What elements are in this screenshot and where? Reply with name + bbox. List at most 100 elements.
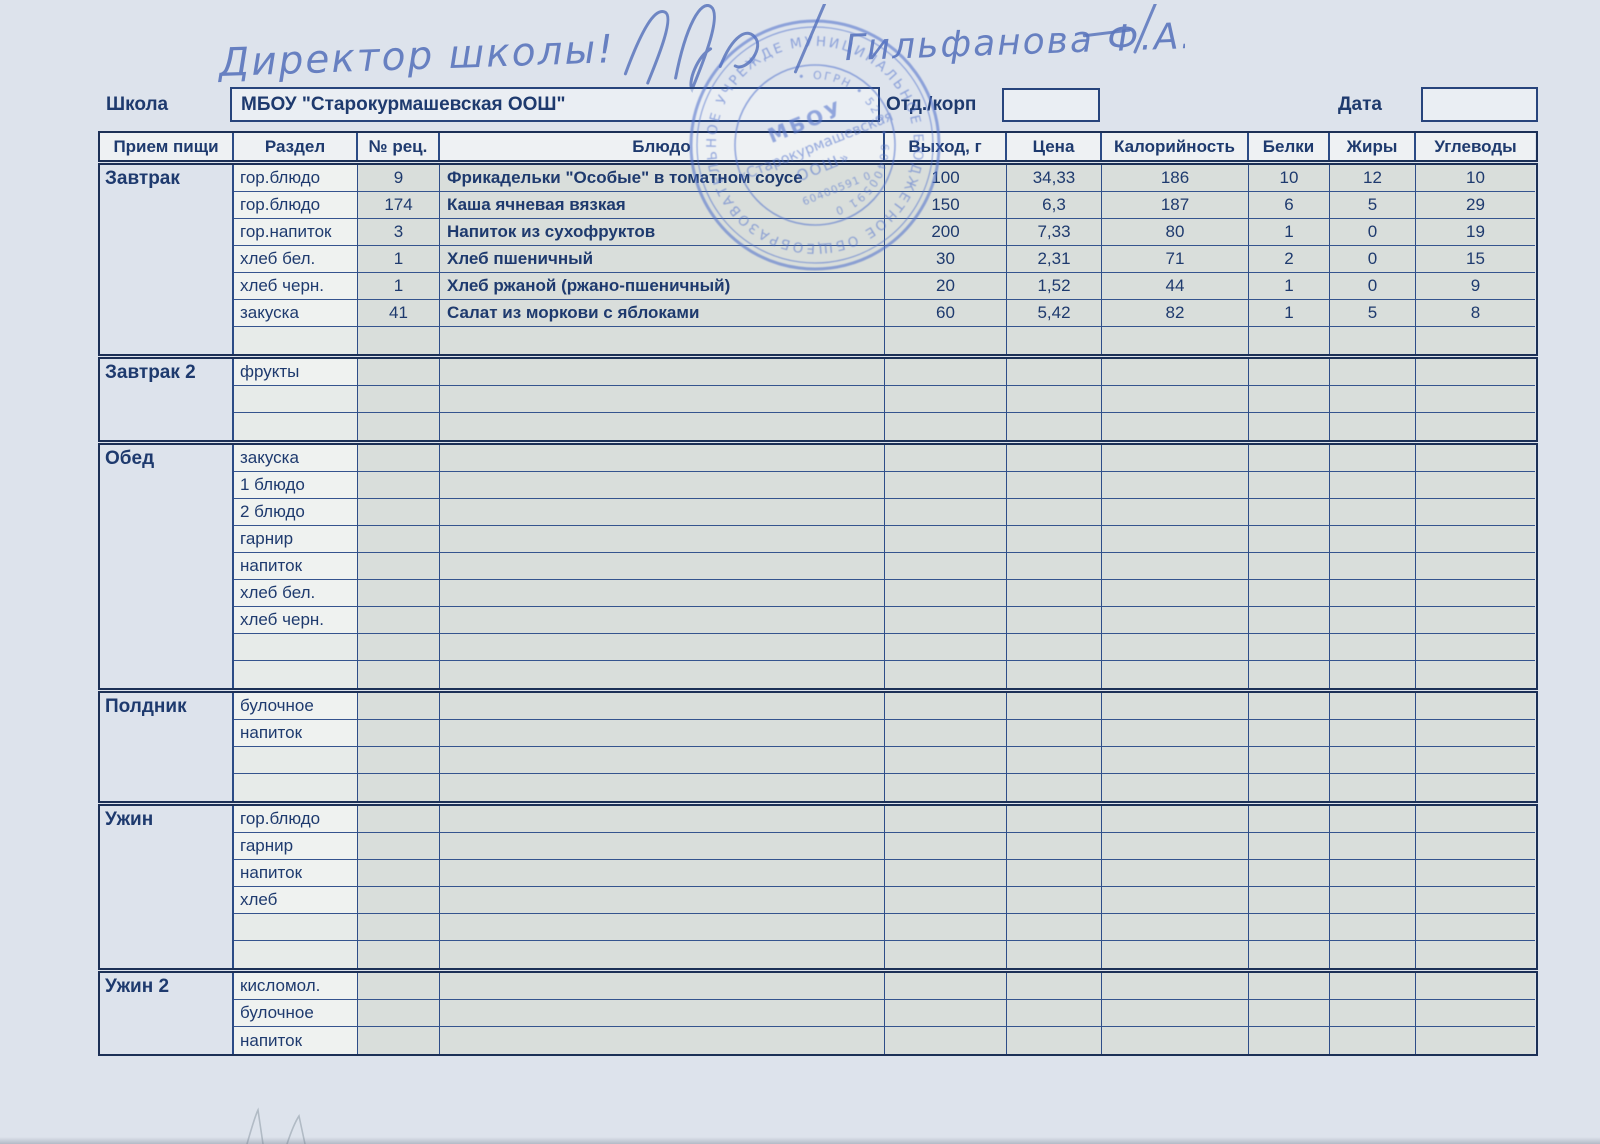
recipe-no-cell [358,806,440,833]
protein-cell [1249,607,1330,634]
recipe-no-cell [358,526,440,553]
output-g-cell [885,774,1007,801]
kcal-cell [1102,553,1249,580]
razdel-cell: хлеб черн. [234,607,358,634]
carbs-cell [1416,1027,1535,1054]
output-g-cell [885,634,1007,661]
recipe-no-cell [358,720,440,747]
protein-cell [1249,580,1330,607]
output-g-cell: 20 [885,273,1007,300]
price-cell [1007,914,1102,941]
output-g-cell: 100 [885,165,1007,192]
fat-cell: 0 [1330,273,1416,300]
fat-cell [1330,386,1416,413]
recipe-no-cell: 9 [358,165,440,192]
price-cell [1007,720,1102,747]
carbs-cell [1416,553,1535,580]
carbs-cell [1416,747,1535,774]
razdel-cell: кисломол. [234,973,358,1000]
carbs-cell [1416,833,1535,860]
razdel-cell: гор.блюдо [234,806,358,833]
price-cell [1007,661,1102,688]
protein-cell [1249,860,1330,887]
signature-flourish [623,4,1161,94]
fat-cell [1330,860,1416,887]
kcal-cell [1102,359,1249,386]
price-cell [1007,634,1102,661]
razdel-cell: 2 блюдо [234,499,358,526]
meal-label: Обед [100,445,234,688]
col-header-8: Жиры [1330,133,1416,160]
carbs-cell [1416,860,1535,887]
protein-cell [1249,472,1330,499]
razdel-cell: хлеб бел. [234,246,358,273]
protein-cell [1249,941,1330,968]
fat-cell [1330,472,1416,499]
protein-cell [1249,747,1330,774]
meal-section: Ужин гор.блюдо гарнир напиток хлеб [98,804,1538,970]
protein-cell [1249,914,1330,941]
carbs-cell [1416,774,1535,801]
carbs-cell [1416,472,1535,499]
razdel-cell: хлеб черн. [234,273,358,300]
kcal-cell [1102,860,1249,887]
razdel-cell: напиток [234,553,358,580]
protein-cell [1249,973,1330,1000]
kcal-cell [1102,526,1249,553]
fat-cell [1330,661,1416,688]
dish-cell [440,359,885,386]
kcal-cell [1102,634,1249,661]
recipe-no-cell: 3 [358,219,440,246]
price-cell [1007,806,1102,833]
kcal-cell [1102,327,1249,354]
razdel-cell: хлеб бел. [234,580,358,607]
school-label: Школа [106,94,169,115]
dish-cell [440,806,885,833]
razdel-cell [234,386,358,413]
meal-section: Ужин 2 кисломол. булочное напиток [98,971,1538,1056]
date-label: Дата [1338,94,1382,115]
dish-cell [440,661,885,688]
razdel-cell: закуска [234,300,358,327]
fat-cell [1330,580,1416,607]
output-g-cell [885,359,1007,386]
table-header-row: Прием пищи Раздел № рец. Блюдо Выход, г Цена К… [98,131,1538,162]
dish-cell [440,747,885,774]
kcal-cell [1102,693,1249,720]
fat-cell [1330,634,1416,661]
recipe-no-cell [358,887,440,914]
col-header-3: Блюдо [440,133,885,160]
date-input-box [1421,87,1538,122]
razdel-cell: гарнир [234,526,358,553]
price-cell [1007,1000,1102,1027]
output-g-cell [885,693,1007,720]
protein-cell [1249,693,1330,720]
kcal-cell [1102,472,1249,499]
menu-table: Прием пищи Раздел № рец. Блюдо Выход, г Цена К… [98,131,1538,1057]
protein-cell [1249,386,1330,413]
carbs-cell [1416,720,1535,747]
output-g-cell: 60 [885,300,1007,327]
price-cell [1007,693,1102,720]
price-cell [1007,941,1102,968]
kcal-cell [1102,1027,1249,1054]
kcal-cell: 80 [1102,219,1249,246]
dish-cell [440,914,885,941]
price-cell: 1,52 [1007,273,1102,300]
protein-cell [1249,359,1330,386]
carbs-cell [1416,887,1535,914]
recipe-no-cell [358,580,440,607]
carbs-cell [1416,580,1535,607]
fat-cell [1330,413,1416,440]
carbs-cell: 19 [1416,219,1535,246]
razdel-cell: хлеб [234,887,358,914]
carbs-cell: 9 [1416,273,1535,300]
razdel-cell: гор.блюдо [234,192,358,219]
kcal-cell [1102,747,1249,774]
kcal-cell [1102,580,1249,607]
dish-cell [440,941,885,968]
dish-cell: Хлеб пшеничный [440,246,885,273]
carbs-cell [1416,973,1535,1000]
output-g-cell [885,499,1007,526]
dish-cell [440,973,885,1000]
